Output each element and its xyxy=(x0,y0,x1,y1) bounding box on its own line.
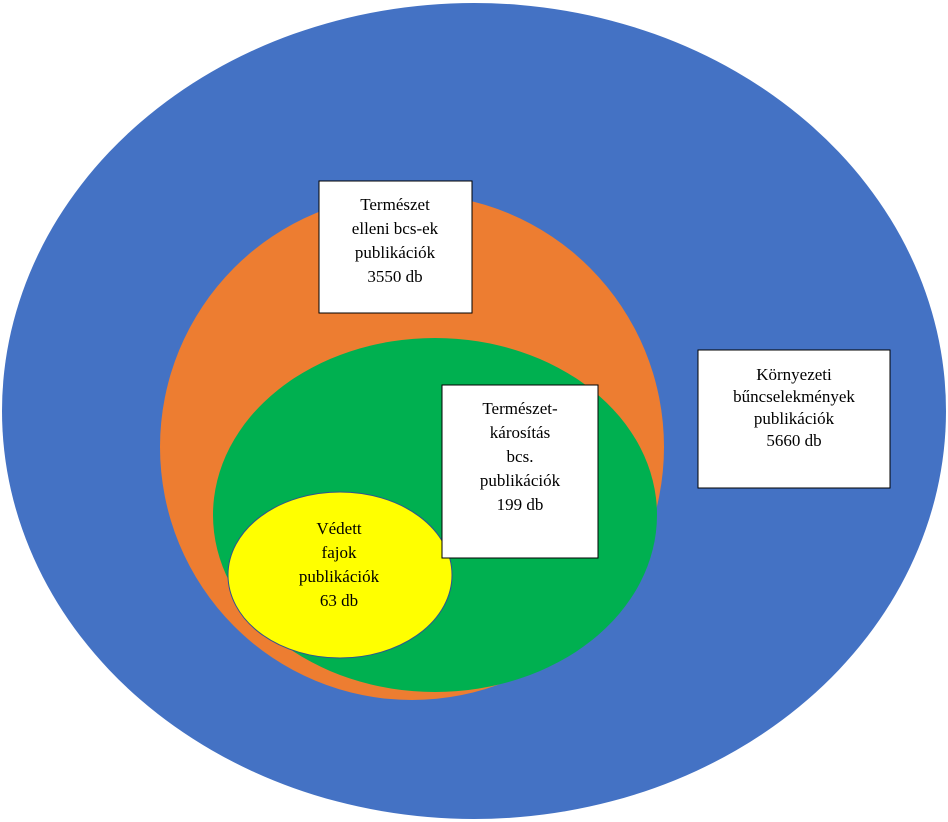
label-line: publikációk xyxy=(355,243,436,262)
label-line: publikációk xyxy=(480,471,561,490)
label-line: 63 db xyxy=(320,591,358,610)
label-line: publikációk xyxy=(754,409,835,428)
label-line: károsítás xyxy=(490,423,550,442)
label-line: 199 db xyxy=(497,495,544,514)
label-line: Környezeti xyxy=(756,365,832,384)
label-line: Természet- xyxy=(482,399,558,418)
label-line: fajok xyxy=(322,543,357,562)
label-line: 5660 db xyxy=(766,431,821,450)
label-line: bűncselekmények xyxy=(733,387,855,406)
label-box xyxy=(697,349,891,489)
label-line: publikációk xyxy=(299,567,380,586)
label-box xyxy=(441,384,599,559)
label-line: Természet xyxy=(360,195,430,214)
label-line: bcs. xyxy=(507,447,534,466)
label-line: 3550 db xyxy=(367,267,422,286)
label-line: Védett xyxy=(316,519,362,538)
labels: Környezeti bűncselekmények publikációk 5660… xyxy=(299,195,856,610)
species-set xyxy=(227,491,453,659)
label-box xyxy=(318,180,473,314)
label-line: elleni bcs-ek xyxy=(352,219,439,238)
